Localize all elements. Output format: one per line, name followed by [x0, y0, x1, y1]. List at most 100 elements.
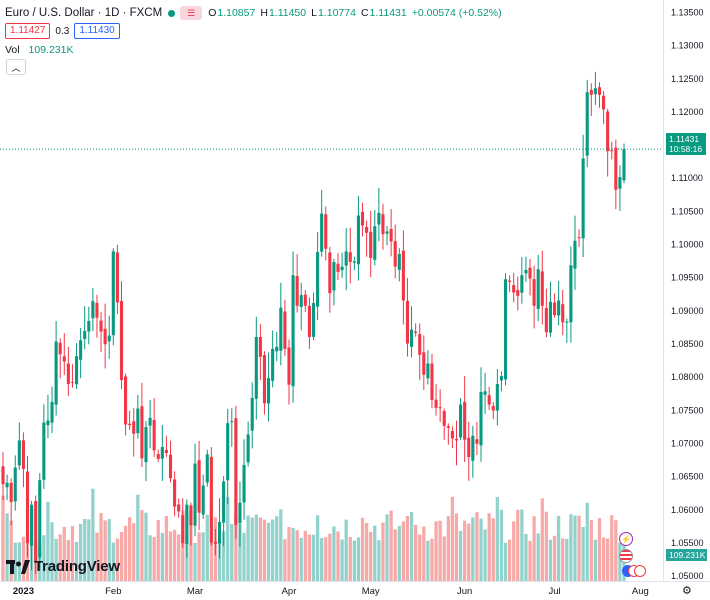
symbol-title[interactable]: Euro / U.S. Dollar · 1D · FXCM: [5, 7, 163, 19]
volume-value: 109.231K: [28, 44, 74, 56]
candle-body: [512, 285, 516, 293]
volume-label: Vol: [5, 44, 20, 56]
volume-bar: [99, 512, 103, 581]
volume-bar: [266, 522, 271, 581]
volume-bar: [512, 521, 516, 581]
volume-bar: [499, 509, 504, 581]
buy-price-button[interactable]: 1.11430: [74, 23, 120, 39]
flag-icon[interactable]: ☰: [180, 6, 203, 20]
candle-body: [119, 300, 124, 381]
volume-bar: [132, 523, 136, 581]
candle-body: [450, 430, 454, 439]
candle-body: [548, 301, 553, 333]
volume-bar: [58, 534, 62, 581]
candle-body: [177, 504, 181, 512]
volume-bar: [42, 535, 46, 581]
volume-bar: [597, 518, 602, 581]
candle-body: [552, 302, 557, 316]
candle-body: [201, 485, 205, 515]
candle-body: [21, 440, 25, 469]
market-status-icon: [168, 9, 176, 17]
candle-body: [136, 408, 140, 434]
candle-body: [446, 426, 450, 428]
volume-bar: [136, 494, 140, 581]
candle-body: [164, 449, 168, 453]
candle-body: [577, 237, 581, 239]
candle-body: [242, 464, 246, 503]
candle-body: [275, 346, 279, 352]
volume-bar: [177, 534, 181, 581]
volume-bar: [430, 538, 434, 581]
price-axis-label: 1.07500: [671, 405, 704, 415]
candle-body: [291, 275, 295, 387]
volume-bar: [540, 498, 544, 581]
volume-bar: [385, 514, 389, 581]
multiple-events-icon[interactable]: [619, 565, 646, 577]
candle-body: [287, 347, 291, 385]
candle-body: [279, 307, 283, 351]
candle-body: [332, 261, 336, 291]
volume-bar: [1, 495, 5, 581]
volume-legend[interactable]: Vol 109.231K: [5, 44, 74, 56]
candle-body: [597, 87, 602, 95]
volume-bar: [593, 539, 598, 581]
volume-bar: [438, 520, 442, 581]
candle-body: [42, 422, 46, 480]
sell-price-button[interactable]: 1.11427: [5, 23, 51, 39]
volume-bar: [528, 541, 532, 581]
symbol-legend[interactable]: Euro / U.S. Dollar · 1D · FXCM ☰ O1.1085…: [5, 5, 502, 21]
volume-bar: [585, 502, 589, 581]
volume-bar: [201, 532, 205, 581]
volume-bar: [414, 524, 418, 581]
candle-body: [479, 391, 483, 446]
candle-body: [467, 437, 471, 457]
candle-body: [532, 279, 536, 306]
candle-body: [508, 280, 512, 282]
candle-body: [561, 304, 565, 323]
price-axis-label: 1.13000: [671, 41, 704, 51]
time-axis-label: Mar: [187, 586, 203, 597]
candle-body: [418, 334, 422, 355]
candle-body: [152, 419, 156, 451]
candle-body: [128, 423, 132, 426]
price-axis-label: 1.08500: [671, 339, 704, 349]
time-axis-label: Apr: [282, 586, 297, 597]
lightning-event-icon[interactable]: ⚡: [619, 532, 633, 546]
ohlc-value: 1.10857: [217, 7, 256, 19]
volume-bar: [463, 520, 467, 581]
us-flag-event-icon[interactable]: [619, 549, 633, 563]
tradingview-logo[interactable]: TradingView: [6, 558, 120, 575]
candle-body: [414, 331, 418, 333]
volume-bar: [397, 525, 401, 581]
volume-bar: [103, 520, 107, 581]
time-axis-label: Aug: [632, 586, 649, 597]
candle-body: [544, 308, 548, 333]
candle-body: [360, 211, 365, 226]
candle-body: [9, 482, 13, 503]
last-price-tag: 1.11431 10:58:16: [666, 133, 706, 155]
candle-body: [581, 158, 585, 239]
volume-bar: [46, 501, 50, 581]
candle-body: [540, 271, 544, 306]
volume-bar: [83, 518, 87, 581]
candle-body: [95, 302, 99, 318]
candle-body: [426, 363, 430, 379]
price-axis-label: 1.11000: [671, 173, 703, 183]
candle-body: [463, 401, 467, 440]
volume-bar: [426, 540, 430, 581]
brand-name: TradingView: [34, 558, 120, 575]
volume-bar: [475, 512, 479, 581]
candle-body: [74, 356, 79, 385]
collapse-legend-button[interactable]: ︿: [6, 59, 26, 75]
ohlc-item: +0.00574 (+0.52%): [412, 7, 502, 19]
volume-bar: [552, 535, 557, 581]
candle-body: [193, 463, 197, 526]
volume-bar: [446, 516, 450, 581]
candle-body: [348, 252, 352, 262]
gear-icon[interactable]: ⚙: [682, 585, 692, 597]
volume-bar: [283, 539, 287, 581]
volume-bar: [254, 514, 258, 581]
trade-buttons: 1.11427 0.3 1.11430: [5, 23, 120, 39]
volume-bar: [291, 528, 295, 581]
